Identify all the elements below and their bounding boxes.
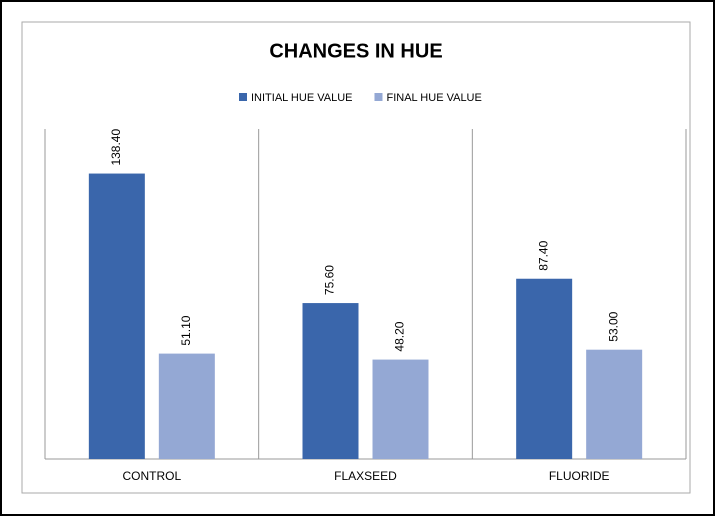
data-label: 75.60: [323, 265, 337, 295]
x-tick-label: CONTROL: [122, 469, 181, 483]
chart-title: CHANGES IN HUE: [269, 40, 442, 62]
data-label: 87.40: [536, 240, 550, 270]
bar: [516, 278, 573, 459]
legend-swatch: [374, 93, 383, 101]
data-label: 53.00: [606, 311, 620, 341]
bar: [586, 349, 643, 459]
bar: [302, 303, 359, 459]
x-tick-label: FLUORIDE: [549, 469, 610, 483]
legend-label: INITIAL HUE VALUE: [251, 92, 352, 104]
data-label: 138.40: [109, 129, 123, 166]
legend-label: FINAL HUE VALUE: [386, 92, 481, 104]
data-label: 48.20: [393, 321, 407, 351]
bar: [372, 359, 429, 459]
bar: [158, 353, 215, 459]
x-tick-label: FLAXSEED: [334, 469, 397, 483]
legend-swatch: [239, 93, 247, 101]
data-label: 51.10: [179, 315, 193, 345]
bar: [88, 173, 145, 460]
